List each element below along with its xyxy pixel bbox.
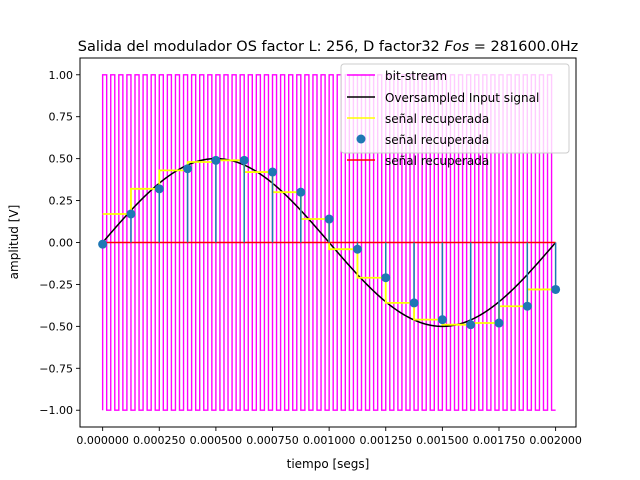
y-tick-label: −0.50 xyxy=(39,320,73,333)
stem-marker xyxy=(268,167,278,177)
stem-layer xyxy=(98,155,561,330)
stem-marker xyxy=(494,318,504,328)
x-tick-label: 0.001500 xyxy=(416,434,469,447)
x-tick-label: 0.000250 xyxy=(133,434,186,447)
chart-title-suffix: = 281600.0Hz xyxy=(469,39,578,55)
stem-marker xyxy=(211,155,221,165)
y-tick-label: 0.25 xyxy=(49,195,74,208)
legend-frame xyxy=(340,63,570,154)
y-axis-ticks: 1.00 0.75 0.50 0.25 0.00 −0.25 −0.50 −0.75 −1.00 xyxy=(39,69,80,417)
bitstream-layer xyxy=(101,74,556,411)
stem-marker xyxy=(183,164,193,174)
legend-handle-recovered-stem xyxy=(356,134,366,144)
y-tick-label: 0.00 xyxy=(49,237,74,250)
stem-marker xyxy=(551,284,561,294)
y-tick-label: 1.00 xyxy=(49,69,74,82)
stem-marker xyxy=(522,301,532,311)
bitstream-line xyxy=(101,74,556,411)
stem-marker xyxy=(126,209,136,219)
stem-marker xyxy=(381,273,391,283)
x-axis-label: tiempo [segs] xyxy=(287,457,370,471)
legend-label-recovered-stem: señal recuperada xyxy=(385,133,489,147)
stem-marker xyxy=(409,298,419,308)
stem-marker xyxy=(352,244,362,254)
y-tick-label: 0.50 xyxy=(49,153,74,166)
y-tick-label: 0.75 xyxy=(49,111,74,124)
chart-title-italic: Fos xyxy=(444,39,469,55)
x-tick-label: 0.000750 xyxy=(246,434,299,447)
y-tick-label: −0.25 xyxy=(39,278,73,291)
legend-label-input: Oversampled Input signal xyxy=(385,91,539,105)
x-axis-ticks: 0.000000 0.000250 0.000500 0.000750 0.001000… xyxy=(76,427,582,447)
y-axis-label: amplitud [V] xyxy=(7,205,21,280)
chart-title: Salida del modulador OS factor L: 256, D… xyxy=(78,39,579,55)
x-tick-label: 0.000500 xyxy=(190,434,243,447)
stem-marker xyxy=(239,155,249,165)
x-tick-label: 0.001250 xyxy=(360,434,413,447)
stem-marker xyxy=(296,187,306,197)
plot-area xyxy=(98,74,561,411)
x-tick-label: 0.002000 xyxy=(529,434,582,447)
stem-marker xyxy=(154,184,164,194)
y-tick-label: −0.75 xyxy=(39,362,73,375)
stem-marker xyxy=(324,214,334,224)
legend-label-bitstream: bit-stream xyxy=(385,69,447,83)
x-tick-label: 0.001000 xyxy=(303,434,356,447)
x-tick-label: 0.001750 xyxy=(473,434,526,447)
stem-marker xyxy=(466,320,476,330)
x-tick-label: 0.000000 xyxy=(76,434,129,447)
stem-marker xyxy=(98,239,108,249)
legend-label-recovered-step: señal recuperada xyxy=(385,112,489,126)
chart-title-prefix: Salida del modulador OS factor L: 256, D… xyxy=(78,39,445,55)
legend-label-baseline: señal recuperada xyxy=(385,154,489,168)
legend: bit-stream Oversampled Input signal seña… xyxy=(340,63,570,168)
stem-marker xyxy=(437,315,447,325)
y-tick-label: −1.00 xyxy=(39,404,73,417)
